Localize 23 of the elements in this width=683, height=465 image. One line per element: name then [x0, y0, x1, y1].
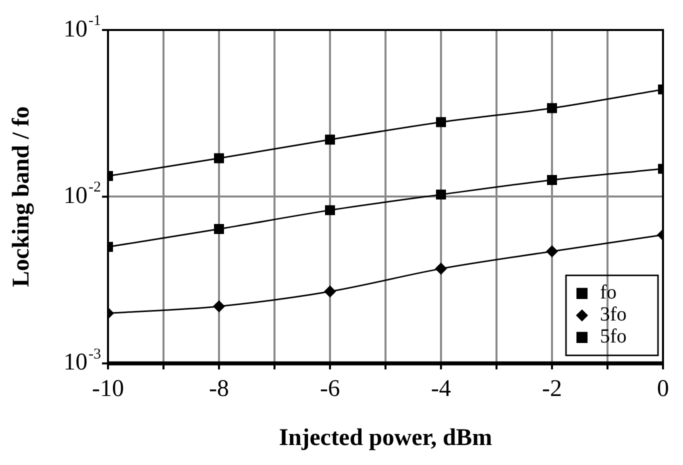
point — [436, 190, 446, 200]
x-tick-label: -8 — [209, 376, 229, 402]
point — [325, 205, 335, 216]
point — [547, 174, 557, 185]
point — [214, 224, 224, 234]
x-tick-label: -4 — [431, 376, 451, 402]
point — [325, 134, 335, 145]
point — [436, 117, 446, 128]
y-axis-title: Locking band / fo — [8, 106, 35, 288]
point — [547, 103, 557, 114]
point — [435, 262, 447, 274]
legend-label: 3fo — [600, 304, 627, 326]
point — [213, 300, 225, 312]
point — [324, 286, 336, 298]
x-axis-title: Injected power, dBm — [278, 424, 492, 451]
x-tick-label: -6 — [320, 376, 340, 402]
x-tick-label: -10 — [92, 376, 124, 402]
legend-label: fo — [600, 282, 617, 304]
x-tick-label: 0 — [657, 376, 669, 402]
x-tick-label: -2 — [542, 376, 562, 402]
legend-label: 5fo — [600, 326, 627, 348]
point — [214, 153, 224, 164]
point — [546, 246, 558, 258]
